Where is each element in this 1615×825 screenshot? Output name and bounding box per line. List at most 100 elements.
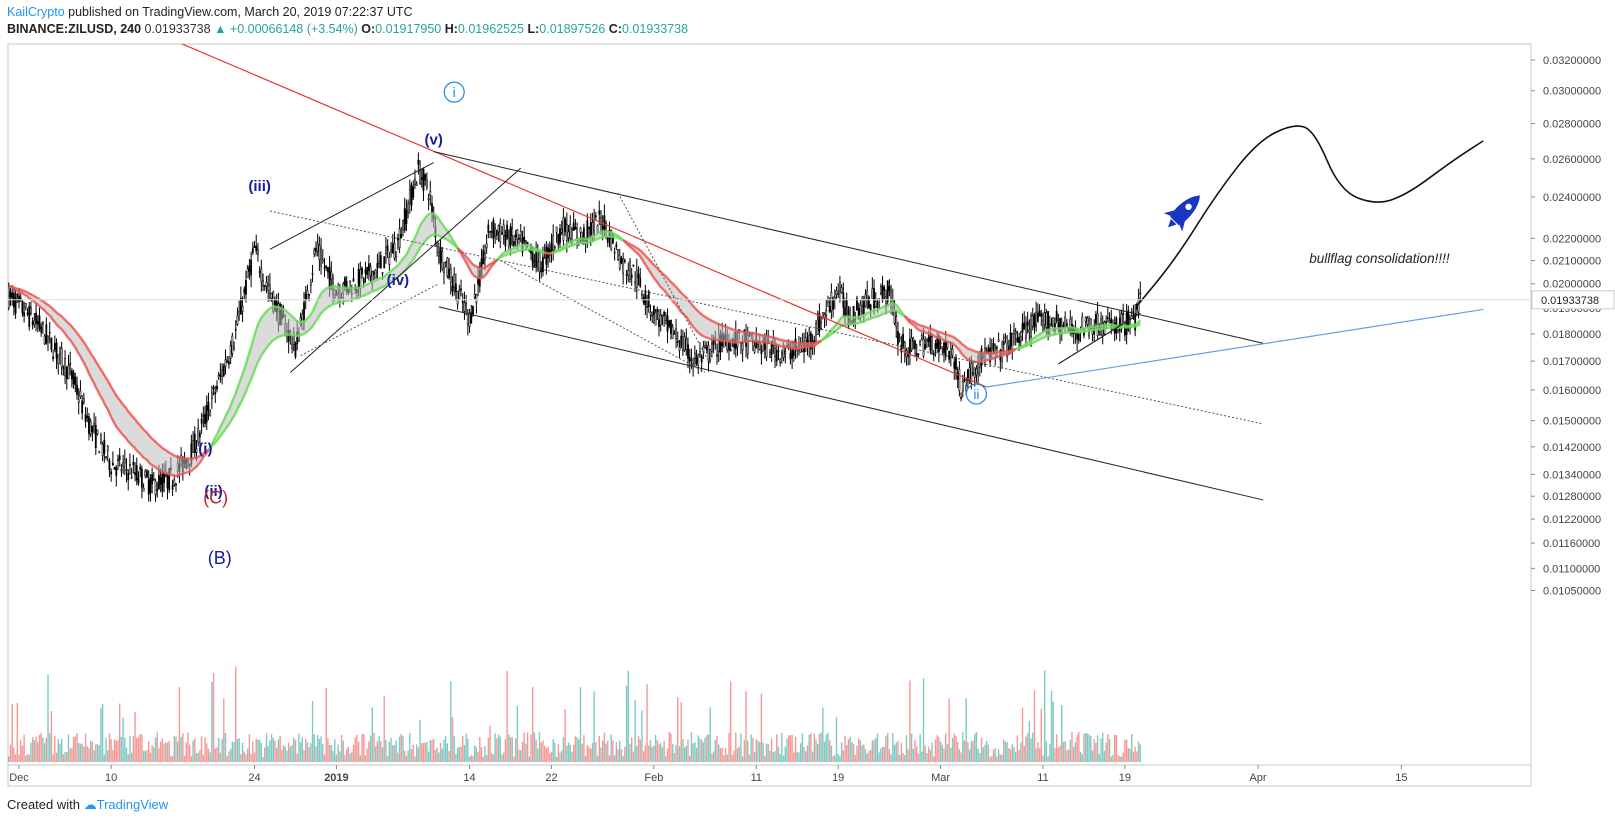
volume-bar: [434, 750, 437, 762]
ribbon-fast-segment: [366, 282, 370, 286]
tradingview-brand-link[interactable]: TradingView: [96, 797, 169, 812]
ribbon-fast-segment: [244, 357, 249, 365]
volume-bar: [731, 755, 734, 762]
volume-bar: [970, 741, 973, 762]
volume-bar: [64, 752, 66, 762]
ribbon-slow-segment: [487, 263, 491, 267]
volume-bar: [791, 735, 793, 762]
volume-bar: [1110, 756, 1112, 762]
candle-body: [699, 351, 701, 356]
volume-bar: [1074, 742, 1077, 762]
candle-body: [519, 230, 522, 236]
ribbon-fast-segment: [578, 237, 581, 241]
candle-body: [861, 306, 863, 311]
volume-bar: [902, 753, 904, 762]
volume-bar: [905, 735, 908, 762]
candle-body: [941, 346, 944, 349]
ribbon-slow-segment: [332, 302, 336, 306]
volume-bar: [267, 745, 269, 762]
volume-bar: [462, 736, 464, 762]
ribbon-slow-segment: [241, 394, 246, 400]
candle-body: [357, 269, 360, 290]
ribbon-fast-segment: [304, 317, 309, 321]
volume-bar: [550, 752, 553, 762]
candle-body: [951, 348, 954, 356]
volume-bar: [132, 736, 135, 762]
volume-bar: [110, 739, 112, 762]
ribbon-fast-segment: [60, 328, 65, 333]
volume-bar: [313, 734, 315, 762]
ribbon-slow-segment: [1037, 338, 1041, 342]
time-tick-label: Feb: [644, 772, 663, 784]
volume-bar: [214, 748, 216, 762]
price-tick-label: 0.02600000: [1543, 154, 1601, 166]
ribbon-fast-segment: [912, 323, 916, 328]
ribbon-slow-segment: [873, 315, 877, 319]
volume-bar: [325, 688, 327, 762]
volume-bar: [381, 747, 384, 762]
ribbon-fast-segment: [1068, 325, 1071, 329]
volume-bar: [987, 744, 990, 762]
candle-body: [209, 411, 212, 417]
candle-body: [1021, 323, 1024, 333]
ribbon-slow-segment: [573, 243, 576, 247]
ribbon-slow-segment: [161, 447, 165, 451]
time-tick-label: 10: [105, 772, 117, 784]
ribbon-slow-segment: [774, 336, 778, 340]
ribbon-fast-segment: [47, 313, 51, 317]
volume-bar: [296, 753, 298, 762]
volume-bar: [340, 734, 343, 762]
time-tick-label: 15: [1395, 772, 1407, 784]
ribbon-slow-segment: [253, 365, 258, 371]
candle-body: [695, 357, 698, 365]
ribbon-slow-segment: [963, 345, 967, 349]
candle-body: [352, 278, 355, 282]
volume-bar: [668, 732, 670, 762]
volume-bar: [303, 750, 305, 762]
ribbon-slow-segment: [270, 339, 275, 343]
ribbon-fast-segment: [656, 281, 661, 286]
volume-bar: [1050, 691, 1053, 762]
ribbon-slow-segment: [472, 263, 476, 267]
volume-bar: [1088, 734, 1090, 762]
trend-drawings: [180, 44, 1484, 501]
ribbon-slow-segment: [593, 238, 597, 242]
candle-body: [1076, 333, 1079, 340]
volume-bar: [245, 754, 247, 762]
volume-bar: [549, 753, 551, 762]
volume-bar: [627, 670, 629, 762]
volume-bar: [933, 756, 935, 762]
ribbon-slow-segment: [269, 340, 273, 345]
ribbon-fast-segment: [311, 307, 316, 313]
ribbon-fast-segment: [25, 294, 29, 298]
candle-body: [652, 305, 655, 315]
ribbon-fast-segment: [463, 258, 468, 263]
volume-bar: [1030, 738, 1032, 762]
ribbon-fast-segment: [281, 307, 284, 311]
volume-bar: [660, 742, 662, 762]
ribbon-fast-segment: [232, 392, 237, 399]
open-value: 0.01917950: [375, 22, 442, 36]
volume-bar: [37, 741, 39, 762]
author-link[interactable]: KailCrypto: [7, 5, 65, 19]
ribbon-slow-segment: [246, 382, 251, 388]
time-tick-label: 24: [248, 772, 260, 784]
ribbon-fast-segment: [844, 314, 848, 318]
ribbon-slow-segment: [47, 303, 51, 308]
ribbon-fast-segment: [260, 314, 265, 319]
ribbon-fast-segment: [595, 232, 598, 236]
volume-bar: [996, 756, 998, 762]
low-label: L:: [527, 22, 540, 36]
ribbon-fast-segment: [303, 319, 307, 323]
candle-body: [820, 321, 823, 329]
candle-body: [420, 177, 423, 180]
candle-body: [501, 232, 503, 235]
ribbon-slow-segment: [115, 394, 119, 399]
candle-body: [936, 337, 939, 349]
volume-bar: [557, 744, 560, 762]
ribbon-fast-segment: [1044, 328, 1048, 332]
ribbon-fast-segment: [94, 386, 99, 391]
volume-bar: [475, 747, 478, 762]
up-arrow-icon: ▲: [214, 22, 227, 36]
